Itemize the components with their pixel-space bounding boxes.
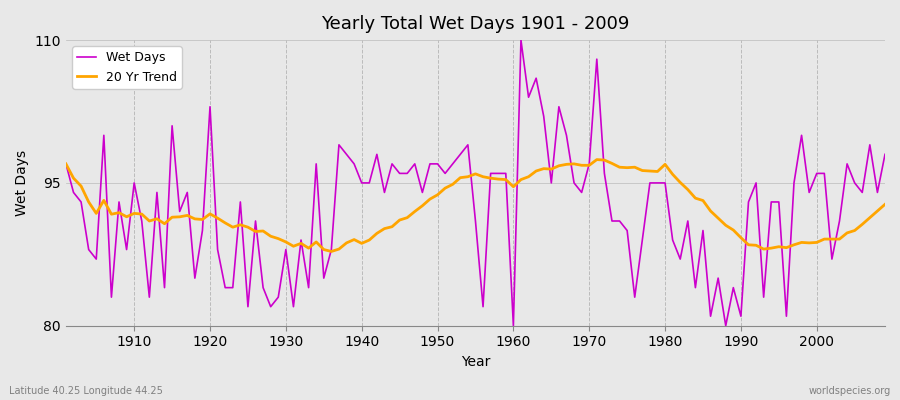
Line: Wet Days: Wet Days (66, 40, 885, 326)
Title: Yearly Total Wet Days 1901 - 2009: Yearly Total Wet Days 1901 - 2009 (321, 15, 630, 33)
Legend: Wet Days, 20 Yr Trend: Wet Days, 20 Yr Trend (72, 46, 182, 89)
20 Yr Trend (516, 177, 526, 182)
Wet Days (122, 247, 132, 252)
20 Yr Trend (122, 214, 132, 219)
X-axis label: Year: Year (461, 355, 491, 369)
20 Yr Trend (508, 184, 518, 189)
Wet Days (500, 171, 511, 176)
Y-axis label: Wet Days: Wet Days (15, 150, 29, 216)
20 Yr Trend (614, 165, 625, 170)
20 Yr Trend (879, 202, 890, 207)
Wet Days (508, 323, 518, 328)
20 Yr Trend (60, 162, 71, 166)
Wet Days (288, 304, 299, 309)
Text: Latitude 40.25 Longitude 44.25: Latitude 40.25 Longitude 44.25 (9, 386, 163, 396)
20 Yr Trend (326, 249, 337, 254)
Wet Days (523, 95, 534, 100)
Line: 20 Yr Trend: 20 Yr Trend (66, 160, 885, 252)
20 Yr Trend (341, 240, 352, 245)
Text: worldspecies.org: worldspecies.org (809, 386, 891, 396)
Wet Days (334, 142, 345, 147)
Wet Days (879, 152, 890, 157)
20 Yr Trend (288, 244, 299, 249)
20 Yr Trend (591, 157, 602, 162)
Wet Days (60, 162, 71, 166)
Wet Days (614, 218, 625, 223)
Wet Days (516, 38, 526, 42)
